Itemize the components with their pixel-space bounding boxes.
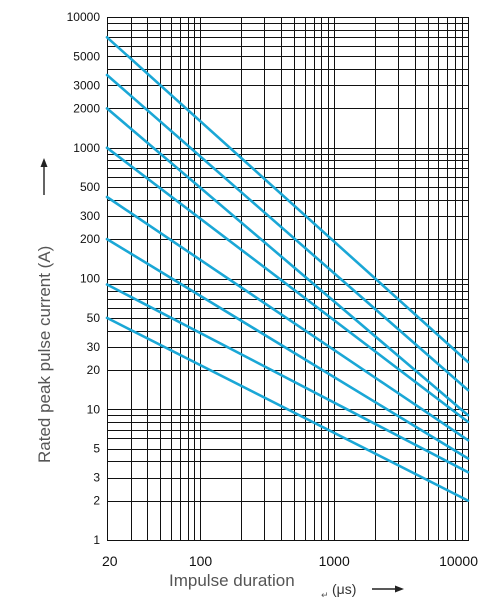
x-tick-label: 100 [189,553,213,569]
x-axis-unit: (μs) [332,581,356,597]
x-tick-label: 10000 [439,553,478,569]
y-tick-label: 20 [87,363,101,377]
y-tick-label: 10 [87,402,101,416]
y-tick-label: 1 [93,533,100,547]
y-tick-label: 5000 [73,49,100,63]
x-tick-label: 1000 [319,553,350,569]
y-tick-label: 10000 [67,10,101,24]
series-line-8 [105,316,470,502]
x-axis-title: Impulse duration [169,571,295,590]
y-tick-labels: 10000 5000 3000 2000 1000 500 300 200 100 50 30 20 1… [67,10,101,547]
series-line-4 [105,146,470,424]
y-tick-label: 100 [80,272,100,286]
y-tick-label: 200 [80,232,100,246]
series-lines [105,35,470,502]
series-line-2 [105,73,470,392]
series-line-3 [105,107,470,417]
grid-lines [107,17,469,541]
x-tick-labels: 20 100 1000 10000 [102,553,478,569]
series-line-7 [105,283,470,474]
y-axis-title: Rated peak pulse current (A) [35,246,54,463]
y-tick-label: 1000 [73,141,100,155]
y-tick-label: 5 [93,442,100,456]
y-tick-label: 50 [87,311,101,325]
x-tick-label: 20 [102,553,118,569]
series-line-6 [105,237,470,460]
y-tick-label: 2 [93,494,100,508]
y-tick-label: 2000 [73,101,100,115]
y-tick-label: 500 [80,180,100,194]
series-line-1 [105,35,470,364]
y-tick-label: 3 [93,471,100,485]
y-tick-label: 30 [87,340,101,354]
plot-frame [107,17,469,541]
y-tick-label: 300 [80,209,100,223]
y-axis-arrow-icon [40,158,48,195]
y-tick-label: 3000 [73,78,100,92]
return-symbol-icon: ↵ [321,591,329,601]
x-axis-arrow-icon [372,585,404,593]
series-line-5 [105,195,470,442]
